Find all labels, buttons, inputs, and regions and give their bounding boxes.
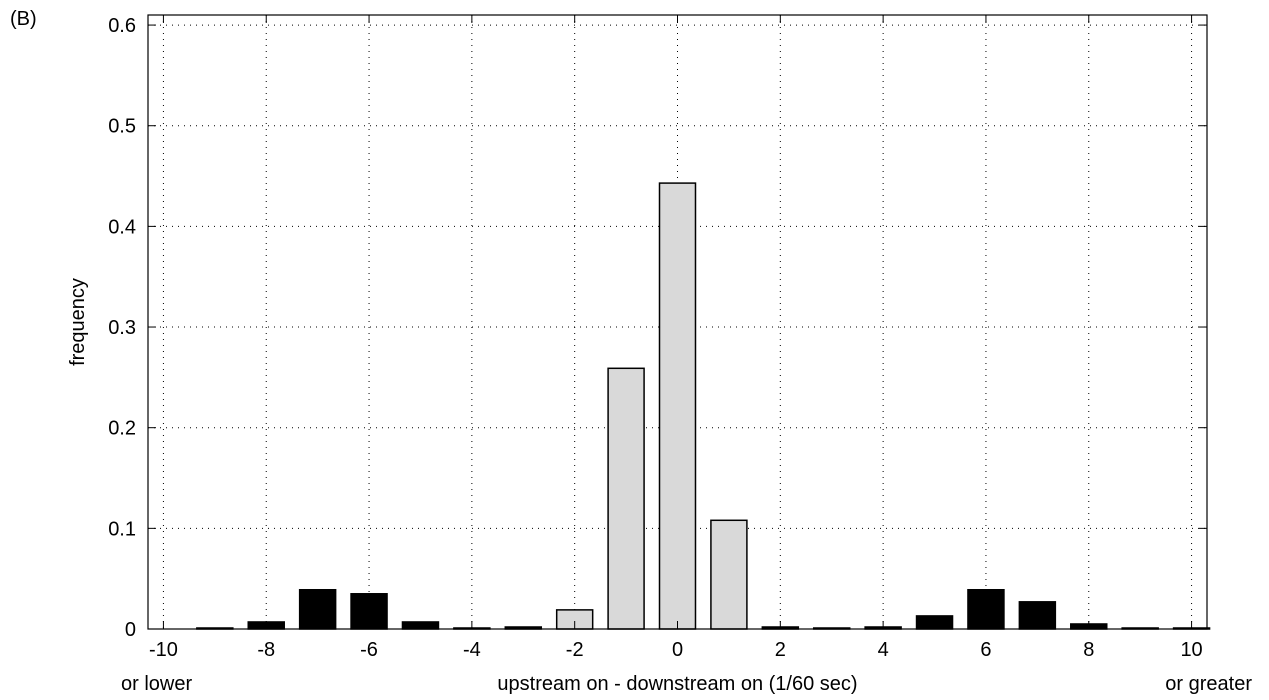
x-tick-label: 2 [775, 639, 786, 661]
bar [401, 621, 440, 630]
x-tick-label: 8 [1083, 639, 1094, 661]
x-tick-labels: -10 -8 -6 -4 -2 0 2 4 6 8 10 [149, 639, 1203, 661]
x-tick-label: -10 [149, 639, 178, 661]
bar [710, 519, 748, 630]
panel-label: (B) [10, 8, 37, 30]
x-tick-label: 10 [1180, 639, 1202, 661]
y-tick-label: 0.6 [108, 15, 136, 37]
bar [915, 615, 954, 630]
y-tick-label: 0.1 [108, 518, 136, 540]
bar [658, 182, 697, 630]
y-tick-label: 0 [125, 619, 136, 641]
y-tick-label: 0.4 [108, 216, 136, 238]
bar [298, 588, 337, 630]
x-axis-title: upstream on - downstream on (1/60 sec) [497, 673, 857, 695]
x-edge-note-right: or greater [1165, 673, 1252, 695]
y-tick-labels: 0 0.1 0.2 0.3 0.4 0.5 0.6 [108, 15, 136, 641]
tick-marks [148, 15, 1207, 630]
x-edge-note-left: or lower [121, 673, 192, 695]
grid [148, 15, 1207, 629]
bar [607, 367, 645, 630]
y-tick-label: 0.5 [108, 116, 136, 138]
x-tick-label: 0 [672, 639, 683, 661]
x-tick-label: -8 [257, 639, 275, 661]
x-tick-label: 6 [980, 639, 991, 661]
bars [196, 182, 1211, 630]
y-tick-label: 0.2 [108, 418, 136, 440]
x-tick-label: -6 [360, 639, 378, 661]
x-tick-label: -4 [463, 639, 481, 661]
bar [1018, 601, 1057, 630]
y-tick-label: 0.3 [108, 317, 136, 339]
x-tick-label: 4 [878, 639, 889, 661]
y-axis-title: frequency [67, 278, 89, 366]
x-tick-label: -2 [566, 639, 584, 661]
